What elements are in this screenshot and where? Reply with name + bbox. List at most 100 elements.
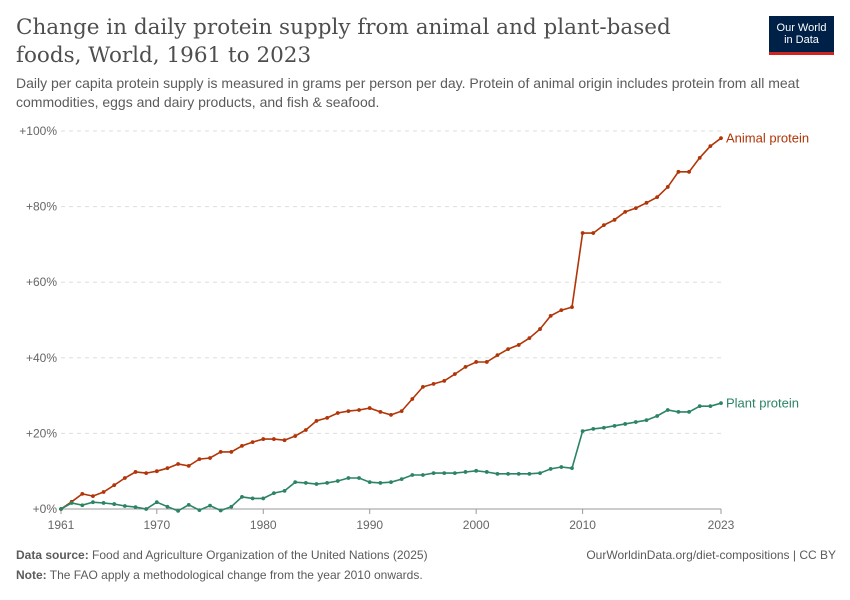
animal-protein-point bbox=[644, 200, 649, 205]
animal-protein-point bbox=[367, 406, 372, 410]
plant-protein-point bbox=[325, 481, 330, 485]
plant-protein-point bbox=[421, 473, 425, 477]
plant-protein-point bbox=[378, 481, 383, 485]
plant-protein-point bbox=[538, 471, 542, 475]
animal-protein-label: Animal protein bbox=[726, 131, 809, 146]
plant-protein-point bbox=[335, 479, 340, 483]
source-text[interactable]: Food and Agriculture Organization of the… bbox=[92, 548, 428, 562]
animal-protein-point bbox=[91, 494, 95, 499]
animal-protein-point bbox=[229, 450, 234, 454]
animal-protein-point bbox=[197, 457, 202, 462]
animal-protein-point bbox=[240, 443, 244, 448]
animal-protein-point bbox=[389, 412, 393, 417]
plant-protein-point bbox=[719, 401, 723, 406]
animal-protein-point bbox=[250, 440, 255, 444]
plant-protein-point bbox=[548, 467, 553, 471]
source-label: Data source: bbox=[16, 548, 89, 562]
animal-protein-point bbox=[122, 476, 127, 480]
animal-protein-point bbox=[442, 378, 447, 383]
plant-protein-point bbox=[303, 481, 308, 485]
plant-protein-point bbox=[218, 508, 223, 513]
plant-protein-point bbox=[101, 501, 106, 505]
plant-protein-point bbox=[570, 466, 574, 471]
plant-protein-label: Plant protein bbox=[726, 396, 799, 411]
plant-protein-point bbox=[389, 480, 393, 485]
logo-line-2: in Data bbox=[784, 34, 819, 46]
animal-protein-point bbox=[506, 347, 510, 352]
x-tick-label: 2000 bbox=[463, 518, 490, 532]
y-tick-label: +40% bbox=[26, 351, 57, 365]
plant-protein-point bbox=[474, 468, 479, 473]
plant-protein-point bbox=[357, 476, 361, 480]
y-tick-label: +80% bbox=[26, 200, 57, 214]
x-tick-label: 1990 bbox=[356, 518, 383, 532]
plant-protein-point bbox=[506, 471, 510, 476]
animal-protein-point bbox=[80, 491, 85, 496]
plant-protein-point bbox=[133, 505, 138, 510]
y-tick-label: +60% bbox=[26, 275, 57, 289]
animal-protein-point bbox=[272, 437, 276, 441]
animal-protein-line bbox=[60, 137, 722, 510]
animal-protein-point bbox=[208, 456, 212, 460]
x-tick-label: 1980 bbox=[250, 518, 277, 532]
plant-protein-point bbox=[527, 471, 532, 476]
x-tick-label: 2010 bbox=[569, 518, 596, 532]
animal-protein-point bbox=[452, 372, 457, 376]
animal-protein-point bbox=[261, 437, 266, 441]
animal-protein-point bbox=[165, 466, 170, 471]
plant-protein-point bbox=[452, 471, 457, 475]
plant-protein-point bbox=[442, 471, 447, 475]
x-tick-label: 1970 bbox=[143, 518, 170, 532]
animal-protein-point bbox=[101, 490, 106, 494]
animal-protein-point bbox=[623, 209, 628, 214]
owid-logo[interactable]: Our World in Data bbox=[769, 16, 834, 55]
plant-protein-point bbox=[665, 408, 670, 412]
x-tick-label: 2023 bbox=[708, 518, 735, 532]
animal-protein-point bbox=[325, 416, 330, 420]
plant-protein-point bbox=[186, 502, 191, 507]
animal-protein-point bbox=[314, 419, 319, 423]
y-tick-label: +100% bbox=[19, 124, 57, 138]
plant-protein-point bbox=[633, 420, 638, 424]
animal-protein-point bbox=[633, 206, 638, 211]
plant-protein-point bbox=[80, 503, 85, 508]
y-tick-label: +20% bbox=[26, 426, 57, 440]
animal-protein-point bbox=[282, 438, 287, 443]
animal-protein-point bbox=[570, 305, 574, 310]
chart-title: Change in daily protein supply from anim… bbox=[16, 15, 671, 68]
logo-line-1: Our World bbox=[776, 22, 827, 34]
animal-protein-point bbox=[484, 360, 489, 364]
plant-protein-point bbox=[261, 496, 266, 501]
plant-protein-point bbox=[208, 503, 212, 508]
logo-bar bbox=[769, 52, 834, 55]
plant-protein-point bbox=[559, 465, 564, 469]
plant-protein-point bbox=[676, 409, 681, 414]
animal-protein-point bbox=[687, 169, 691, 174]
source-url[interactable]: OurWorldinData.org/diet-compositions | C… bbox=[586, 548, 836, 562]
y-tick-label: +0% bbox=[33, 502, 58, 516]
plant-protein-point bbox=[410, 473, 415, 477]
plant-protein-point bbox=[644, 418, 649, 423]
plant-protein-point bbox=[144, 507, 149, 511]
plant-protein-point bbox=[282, 488, 287, 493]
plant-protein-point bbox=[655, 414, 660, 418]
plant-protein-point bbox=[431, 471, 436, 475]
plant-protein-point bbox=[176, 508, 180, 513]
animal-protein-point bbox=[378, 409, 383, 414]
plant-protein-point bbox=[154, 500, 159, 505]
animal-protein-point bbox=[495, 353, 500, 358]
plant-protein-point bbox=[122, 504, 127, 508]
plant-protein-point bbox=[367, 480, 372, 485]
plant-protein-point bbox=[293, 480, 298, 485]
animal-protein-point bbox=[144, 471, 149, 475]
animal-protein-point bbox=[602, 223, 606, 228]
plant-protein-point bbox=[91, 500, 95, 505]
plant-protein-point bbox=[314, 482, 319, 486]
animal-protein-point bbox=[559, 308, 564, 313]
plant-protein-point bbox=[708, 404, 713, 409]
note-label: Note: bbox=[16, 568, 47, 582]
plant-protein-point bbox=[165, 504, 170, 509]
animal-protein-point bbox=[133, 470, 138, 474]
animal-protein-point bbox=[516, 343, 521, 347]
